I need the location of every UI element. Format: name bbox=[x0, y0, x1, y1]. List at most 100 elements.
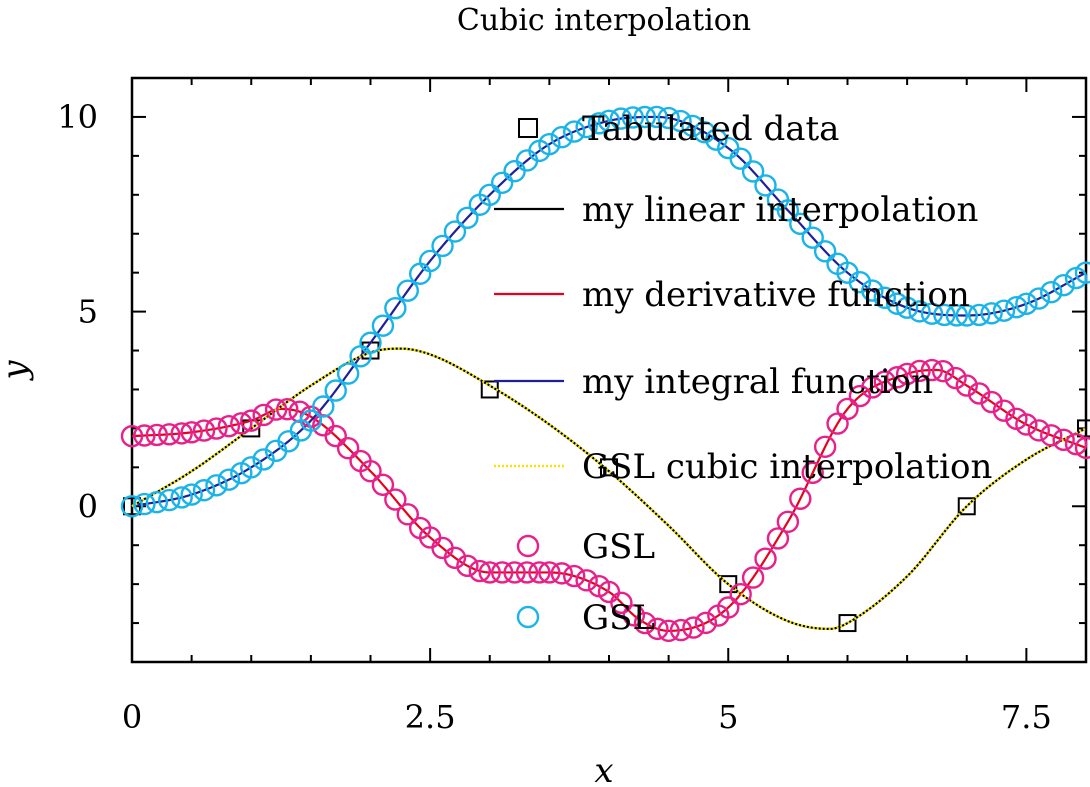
data-point-circle bbox=[754, 547, 777, 570]
legend-entry: my derivative function bbox=[494, 275, 970, 315]
data-point-circle bbox=[205, 474, 228, 497]
data-point-circle bbox=[456, 554, 479, 578]
data-point-circle bbox=[717, 596, 740, 619]
data-point-circle bbox=[120, 424, 144, 448]
data-point-circle bbox=[384, 488, 407, 511]
data-point-circle bbox=[240, 456, 263, 479]
data-point-circle bbox=[336, 437, 360, 460]
data-point-circle bbox=[180, 483, 203, 506]
data-point-circle bbox=[861, 279, 884, 302]
data-point-circle bbox=[359, 460, 382, 483]
legend-entry: GSL bbox=[516, 598, 655, 638]
data-point-circle bbox=[646, 617, 669, 641]
data-point-circle bbox=[252, 403, 275, 427]
data-point-circle bbox=[490, 561, 514, 584]
data-point-circle bbox=[371, 473, 395, 496]
data-point-circle bbox=[563, 120, 586, 143]
data-point-circle bbox=[1040, 424, 1063, 447]
series-gsl-5 bbox=[120, 358, 1090, 643]
data-point-circle bbox=[217, 468, 241, 491]
data-point-circle bbox=[230, 412, 253, 435]
data-point-circle bbox=[895, 296, 919, 319]
data-point-circle bbox=[192, 479, 216, 502]
data-point-circle bbox=[908, 300, 931, 323]
data-point-circle bbox=[944, 366, 967, 390]
series-my-derivative-function-2 bbox=[131, 368, 1087, 632]
data-point-circle bbox=[1064, 432, 1088, 456]
data-point-circle bbox=[622, 604, 646, 627]
x-tick-labels: 0 2.5 5 7.5 bbox=[122, 698, 1052, 736]
data-point-circle bbox=[967, 303, 991, 327]
data-point-circle bbox=[299, 409, 323, 432]
data-point-circle bbox=[669, 618, 693, 642]
chart-title: Cubic interpolation bbox=[457, 3, 751, 38]
data-point-circle bbox=[729, 147, 752, 170]
data-point-circle bbox=[610, 591, 633, 615]
legend-entry: GSL cubic interpolation bbox=[494, 447, 992, 487]
data-point-circle bbox=[359, 331, 382, 354]
data-point-circle bbox=[371, 314, 395, 337]
data-point-circle bbox=[528, 561, 551, 584]
data-point-square bbox=[123, 497, 141, 516]
data-point-circle bbox=[418, 249, 442, 273]
data-point-square bbox=[957, 497, 976, 516]
legend-label: Tabulated data bbox=[582, 109, 839, 149]
x-tick-label: 5 bbox=[718, 698, 738, 736]
data-point-circle bbox=[538, 561, 561, 584]
y-tick-label: 5 bbox=[78, 293, 98, 331]
data-point-circle bbox=[396, 279, 419, 302]
data-point-circle bbox=[836, 397, 859, 421]
data-point-circle bbox=[1015, 413, 1038, 436]
data-point-circle bbox=[205, 417, 228, 440]
x-tick-label: 2.5 bbox=[405, 698, 456, 736]
data-point-circle bbox=[550, 126, 573, 149]
data-point-circle bbox=[324, 424, 347, 448]
legend-label: GSL cubic interpolation bbox=[582, 447, 992, 487]
data-point-circle bbox=[873, 286, 896, 309]
data-point-circle bbox=[1027, 419, 1050, 442]
data-point-circle bbox=[669, 109, 692, 133]
legend-label: my linear interpolation bbox=[582, 190, 978, 230]
data-point-circle bbox=[443, 546, 467, 569]
data-point-circle bbox=[145, 490, 169, 514]
data-point-circle bbox=[575, 569, 598, 592]
data-point-circle bbox=[895, 362, 919, 386]
data-point-circle bbox=[563, 564, 586, 588]
data-point-circle bbox=[933, 303, 956, 327]
data-point-square bbox=[1077, 419, 1090, 438]
data-point-circle bbox=[813, 435, 837, 458]
data-point-circle bbox=[955, 304, 978, 327]
data-point-circle bbox=[801, 226, 824, 249]
legend-circle-marker bbox=[516, 605, 540, 629]
data-point-circle bbox=[456, 206, 479, 229]
y-axis-label: y bbox=[0, 360, 35, 382]
series-layer bbox=[120, 105, 1090, 643]
data-point-circle bbox=[1052, 274, 1075, 297]
data-point-circle bbox=[609, 107, 633, 130]
data-point-circle bbox=[515, 561, 539, 584]
data-point-circle bbox=[478, 183, 501, 207]
data-point-circle bbox=[955, 374, 978, 397]
data-point-circle bbox=[396, 503, 419, 526]
data-point-circle bbox=[192, 419, 216, 442]
data-point-circle bbox=[813, 240, 837, 263]
data-point-circle bbox=[133, 424, 156, 447]
data-point-circle bbox=[384, 296, 407, 320]
series-gsl-cubic-interpolation-4 bbox=[131, 347, 1087, 631]
data-point-circle bbox=[776, 199, 800, 222]
data-point-circle bbox=[217, 414, 241, 438]
data-point-circle bbox=[431, 234, 454, 258]
legend-label: my integral function bbox=[582, 362, 933, 402]
data-point-circle bbox=[657, 106, 680, 130]
legend-label: my derivative function bbox=[582, 275, 970, 315]
data-point-circle bbox=[120, 495, 144, 518]
data-point-circle bbox=[885, 366, 909, 389]
data-point-circle bbox=[478, 561, 501, 584]
data-point-circle bbox=[861, 376, 884, 399]
data-point-circle bbox=[550, 562, 573, 585]
data-point-circle bbox=[657, 619, 680, 643]
data-point-circle bbox=[443, 220, 467, 243]
data-point-circle bbox=[776, 510, 800, 534]
data-point-circle bbox=[741, 566, 765, 589]
